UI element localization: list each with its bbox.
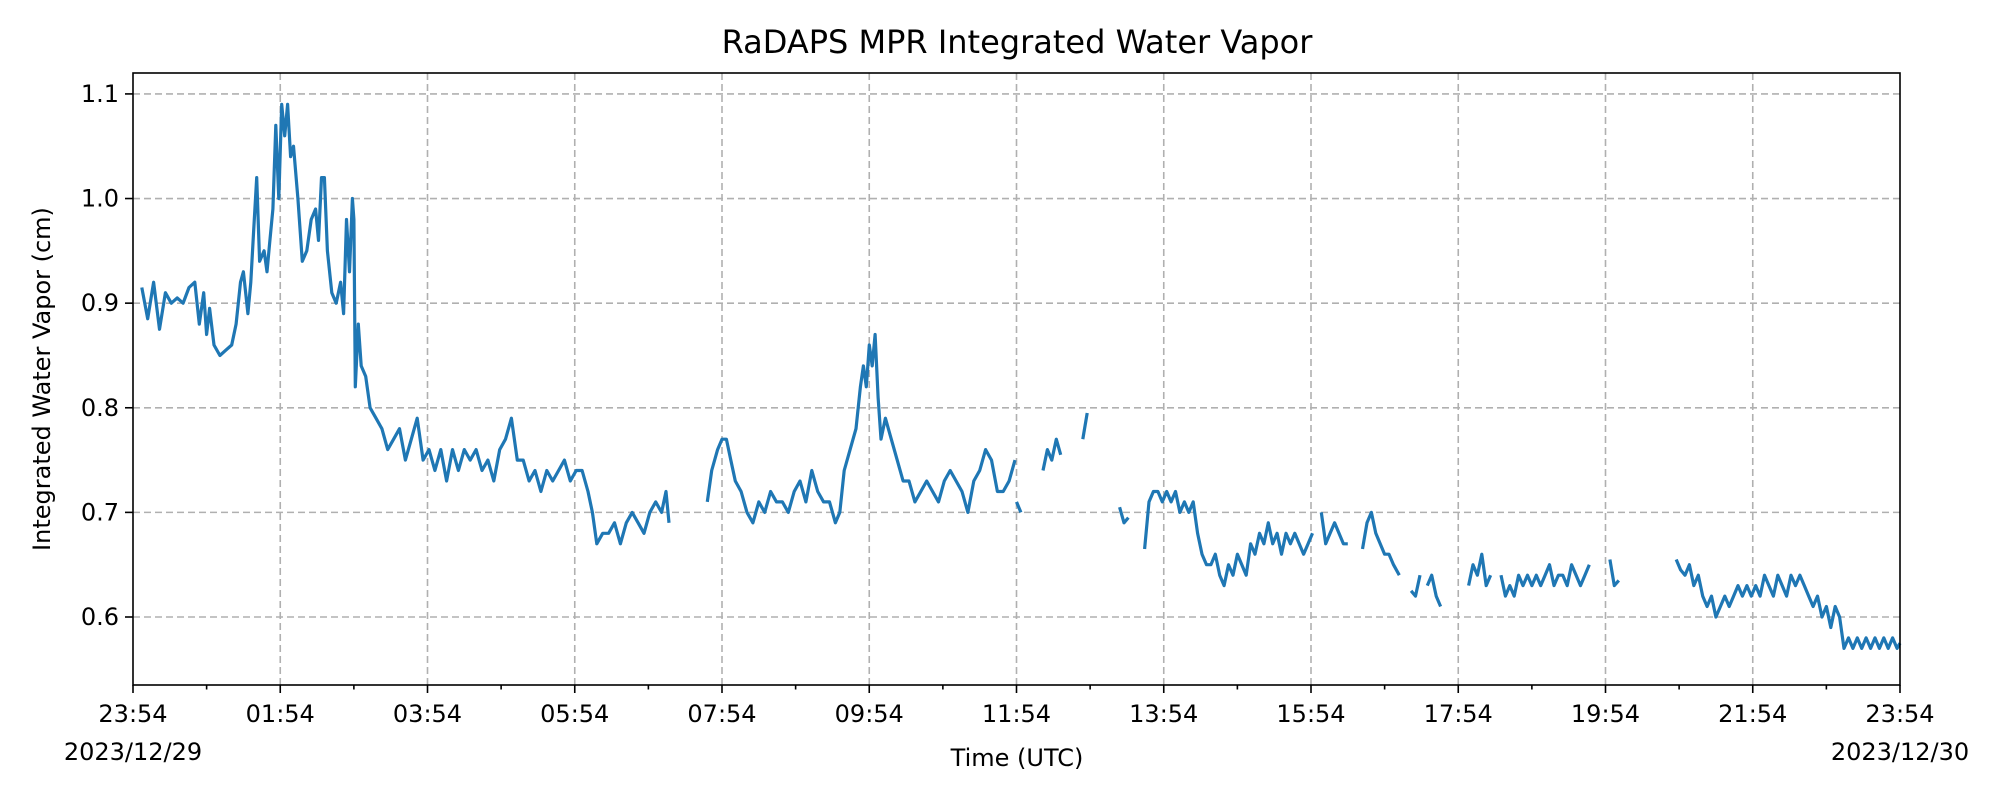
x-date-label: 2023/12/30 [1831,738,1969,766]
series-line-segment [1425,573,1443,608]
y-tick-label: 1.0 [81,185,119,213]
x-tick-label: 11:54 [982,700,1051,728]
y-tick-label: 0.8 [81,394,119,422]
series-line-segment [1608,559,1621,588]
y-axis: 0.6 0.7 0.8 0.9 1.0 1.1 [81,80,133,631]
data-series [140,102,1902,651]
y-tick-label: 0.9 [81,289,119,317]
series-line-segment [1674,558,1902,651]
series-line-segment [1118,506,1130,525]
y-axis-label: Integrated Water Vapor (cm) [28,207,56,551]
y-tick-label: 0.7 [81,498,119,526]
series-line-segment [1467,552,1493,588]
x-tick-label: 19:54 [1571,700,1640,728]
x-tick-label: 15:54 [1276,700,1345,728]
series-line-segment [1360,510,1401,576]
grid [133,73,1900,685]
x-tick-label: 13:54 [1129,700,1198,728]
y-tick-label: 1.1 [81,80,119,108]
y-tick-label: 0.6 [81,603,119,631]
x-axis: 23:54 01:54 03:54 05:54 07:54 09:54 11:54 13:54… [64,685,1969,766]
x-tick-label: 23:54 [1865,700,1934,728]
x-tick-label: 17:54 [1424,700,1493,728]
x-tick-label: 01:54 [246,700,315,728]
series-line-segment [1143,489,1314,588]
series-line-segment [1499,563,1591,598]
series-line-segment [140,102,671,546]
x-tick-label: 05:54 [540,700,609,728]
series-line-segment [1081,412,1089,440]
x-tick-label: 07:54 [687,700,756,728]
x-tick-label: 09:54 [835,700,904,728]
series-line-segment [1409,574,1422,598]
x-tick-label: 03:54 [393,700,462,728]
x-tick-label: 23:54 [98,700,167,728]
x-date-label: 2023/12/29 [64,738,202,766]
x-axis-label: Time (UTC) [950,744,1084,772]
series-line-segment [1015,501,1023,514]
series-line-segment [1041,437,1063,471]
series-line-segment [1319,512,1348,546]
series-line-segment [705,332,1017,525]
chart-title: RaDAPS MPR Integrated Water Vapor [722,23,1314,61]
x-tick-label: 21:54 [1718,700,1787,728]
